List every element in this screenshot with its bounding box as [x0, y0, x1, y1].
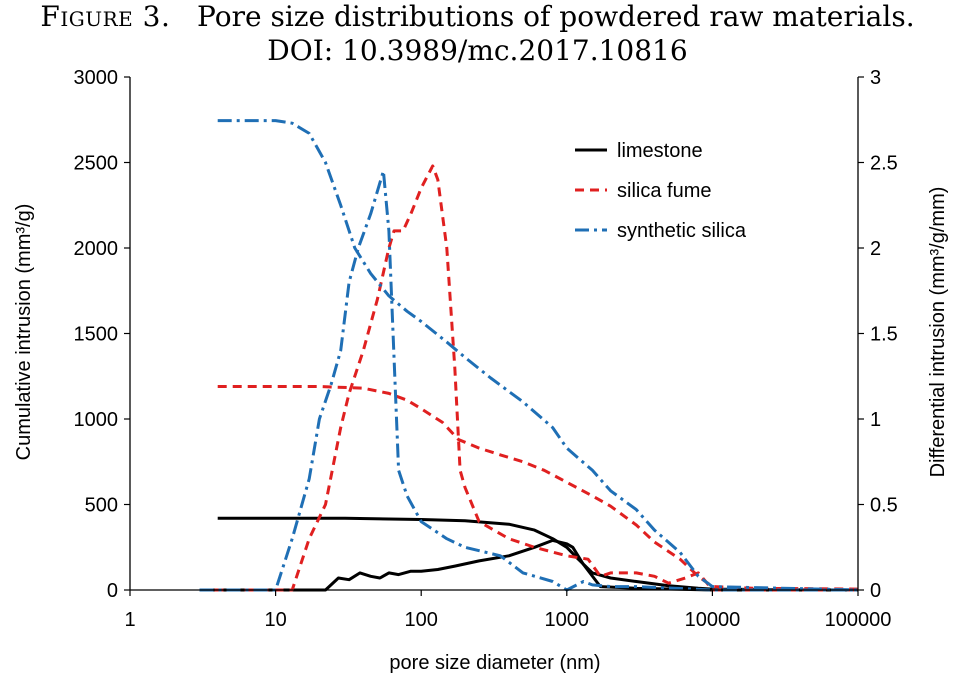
y-axis-right-label: Differential intrusion (mm³/g/mm): [927, 187, 949, 478]
synthetic-silica-differential-line: [199, 169, 858, 592]
x-tick-label: 10000: [685, 609, 741, 631]
y-right-tick-label: 3: [870, 67, 881, 89]
series-layer: [199, 119, 859, 592]
legend-label: synthetic silica: [617, 220, 747, 242]
y-left-tick-label: 1000: [74, 409, 119, 431]
y-right-tick-label: 1.5: [870, 324, 898, 346]
y-right-tick-label: 1: [870, 409, 881, 431]
figure-label: Figure 3.: [40, 0, 171, 33]
x-axis-label: pore size diameter (nm): [389, 652, 600, 674]
silica-fume-differential-line: [199, 164, 858, 592]
legend-label: limestone: [617, 140, 703, 162]
limestone-differential-line: [199, 538, 858, 592]
x-tick-label: 100: [405, 609, 438, 631]
x-tick-label: 1000: [545, 609, 590, 631]
y-right-tick-label: 0: [870, 580, 881, 602]
y-axis-left-label: Cumulative intrusion (mm³/g): [13, 204, 35, 461]
axes-layer: 1 10 100 1000 10000 1000000500100015002000250…: [74, 67, 898, 631]
y-left-tick-label: 2500: [74, 153, 119, 175]
legend-label: silica fume: [617, 180, 711, 202]
y-right-tick-label: 2: [870, 238, 881, 260]
legend: limestone silica fume synthetic silica: [575, 140, 747, 242]
synthetic-silica-cumulative-line: [217, 119, 859, 592]
y-left-tick-label: 2000: [74, 238, 119, 260]
figure-caption: Figure 3. Pore size distributions of pow…: [0, 0, 955, 68]
y-right-tick-label: 2.5: [870, 153, 898, 175]
figure-doi: DOI: 10.3989/mc.2017.10816: [267, 34, 688, 67]
x-tick-label: 1: [124, 609, 135, 631]
caption-line-1: Figure 3. Pore size distributions of pow…: [0, 0, 955, 34]
figure-title: Pore size distributions of powdered raw …: [197, 0, 915, 33]
silica-fume-cumulative-line: [217, 385, 859, 591]
y-right-tick-label: 0.5: [870, 495, 898, 517]
x-tick-label: 10: [264, 609, 286, 631]
y-left-tick-label: 500: [85, 495, 118, 517]
y-left-tick-label: 3000: [74, 67, 119, 89]
y-left-tick-label: 0: [107, 580, 118, 602]
x-tick-label: 100000: [825, 609, 892, 631]
y-left-tick-label: 1500: [74, 324, 119, 346]
